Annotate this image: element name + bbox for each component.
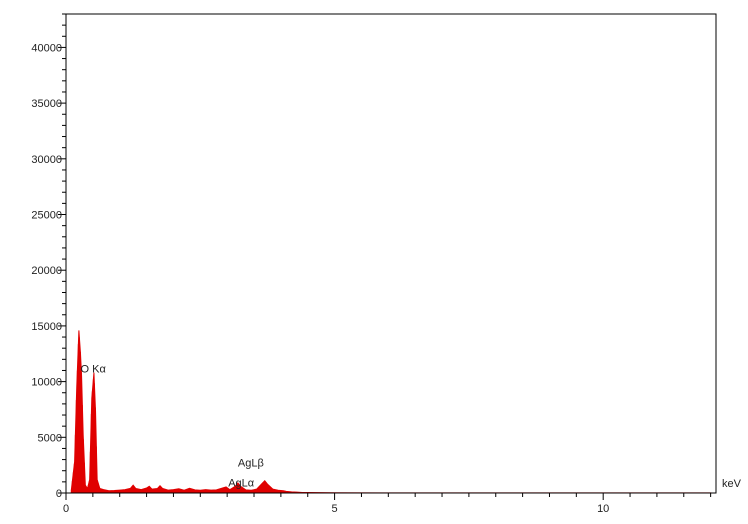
annotations-group: O Kα AgLβ AgLα xyxy=(81,364,264,490)
y-tick-label: 25000 xyxy=(31,210,62,222)
spectrum-area-0 xyxy=(70,330,712,494)
y-tick-label: 35000 xyxy=(31,98,62,110)
x-unit-label: keV xyxy=(722,478,742,490)
x-tick-label: 5 xyxy=(332,503,338,515)
peak-label: O Kα xyxy=(81,364,107,376)
y-tick-label: 10000 xyxy=(31,377,62,389)
y-tick-label: 40000 xyxy=(31,42,62,54)
y-tick-label: 30000 xyxy=(31,154,62,166)
peak-label: AgLβ xyxy=(238,457,264,469)
peak-label: AgLα xyxy=(228,477,255,489)
x-tick-label: 10 xyxy=(597,503,609,515)
y-tick-label: 15000 xyxy=(31,321,62,333)
x-tick-label: 0 xyxy=(63,503,69,515)
axes-group: 0 5000 10000 15000 20000 25000 30000 35000 40000… xyxy=(31,13,712,515)
plot-frame xyxy=(65,13,717,494)
spectrum-group xyxy=(70,330,712,494)
y-tick-label: 20000 xyxy=(31,265,62,277)
y-tick-label: 5000 xyxy=(38,432,62,444)
y-tick-label: 0 xyxy=(56,488,62,500)
